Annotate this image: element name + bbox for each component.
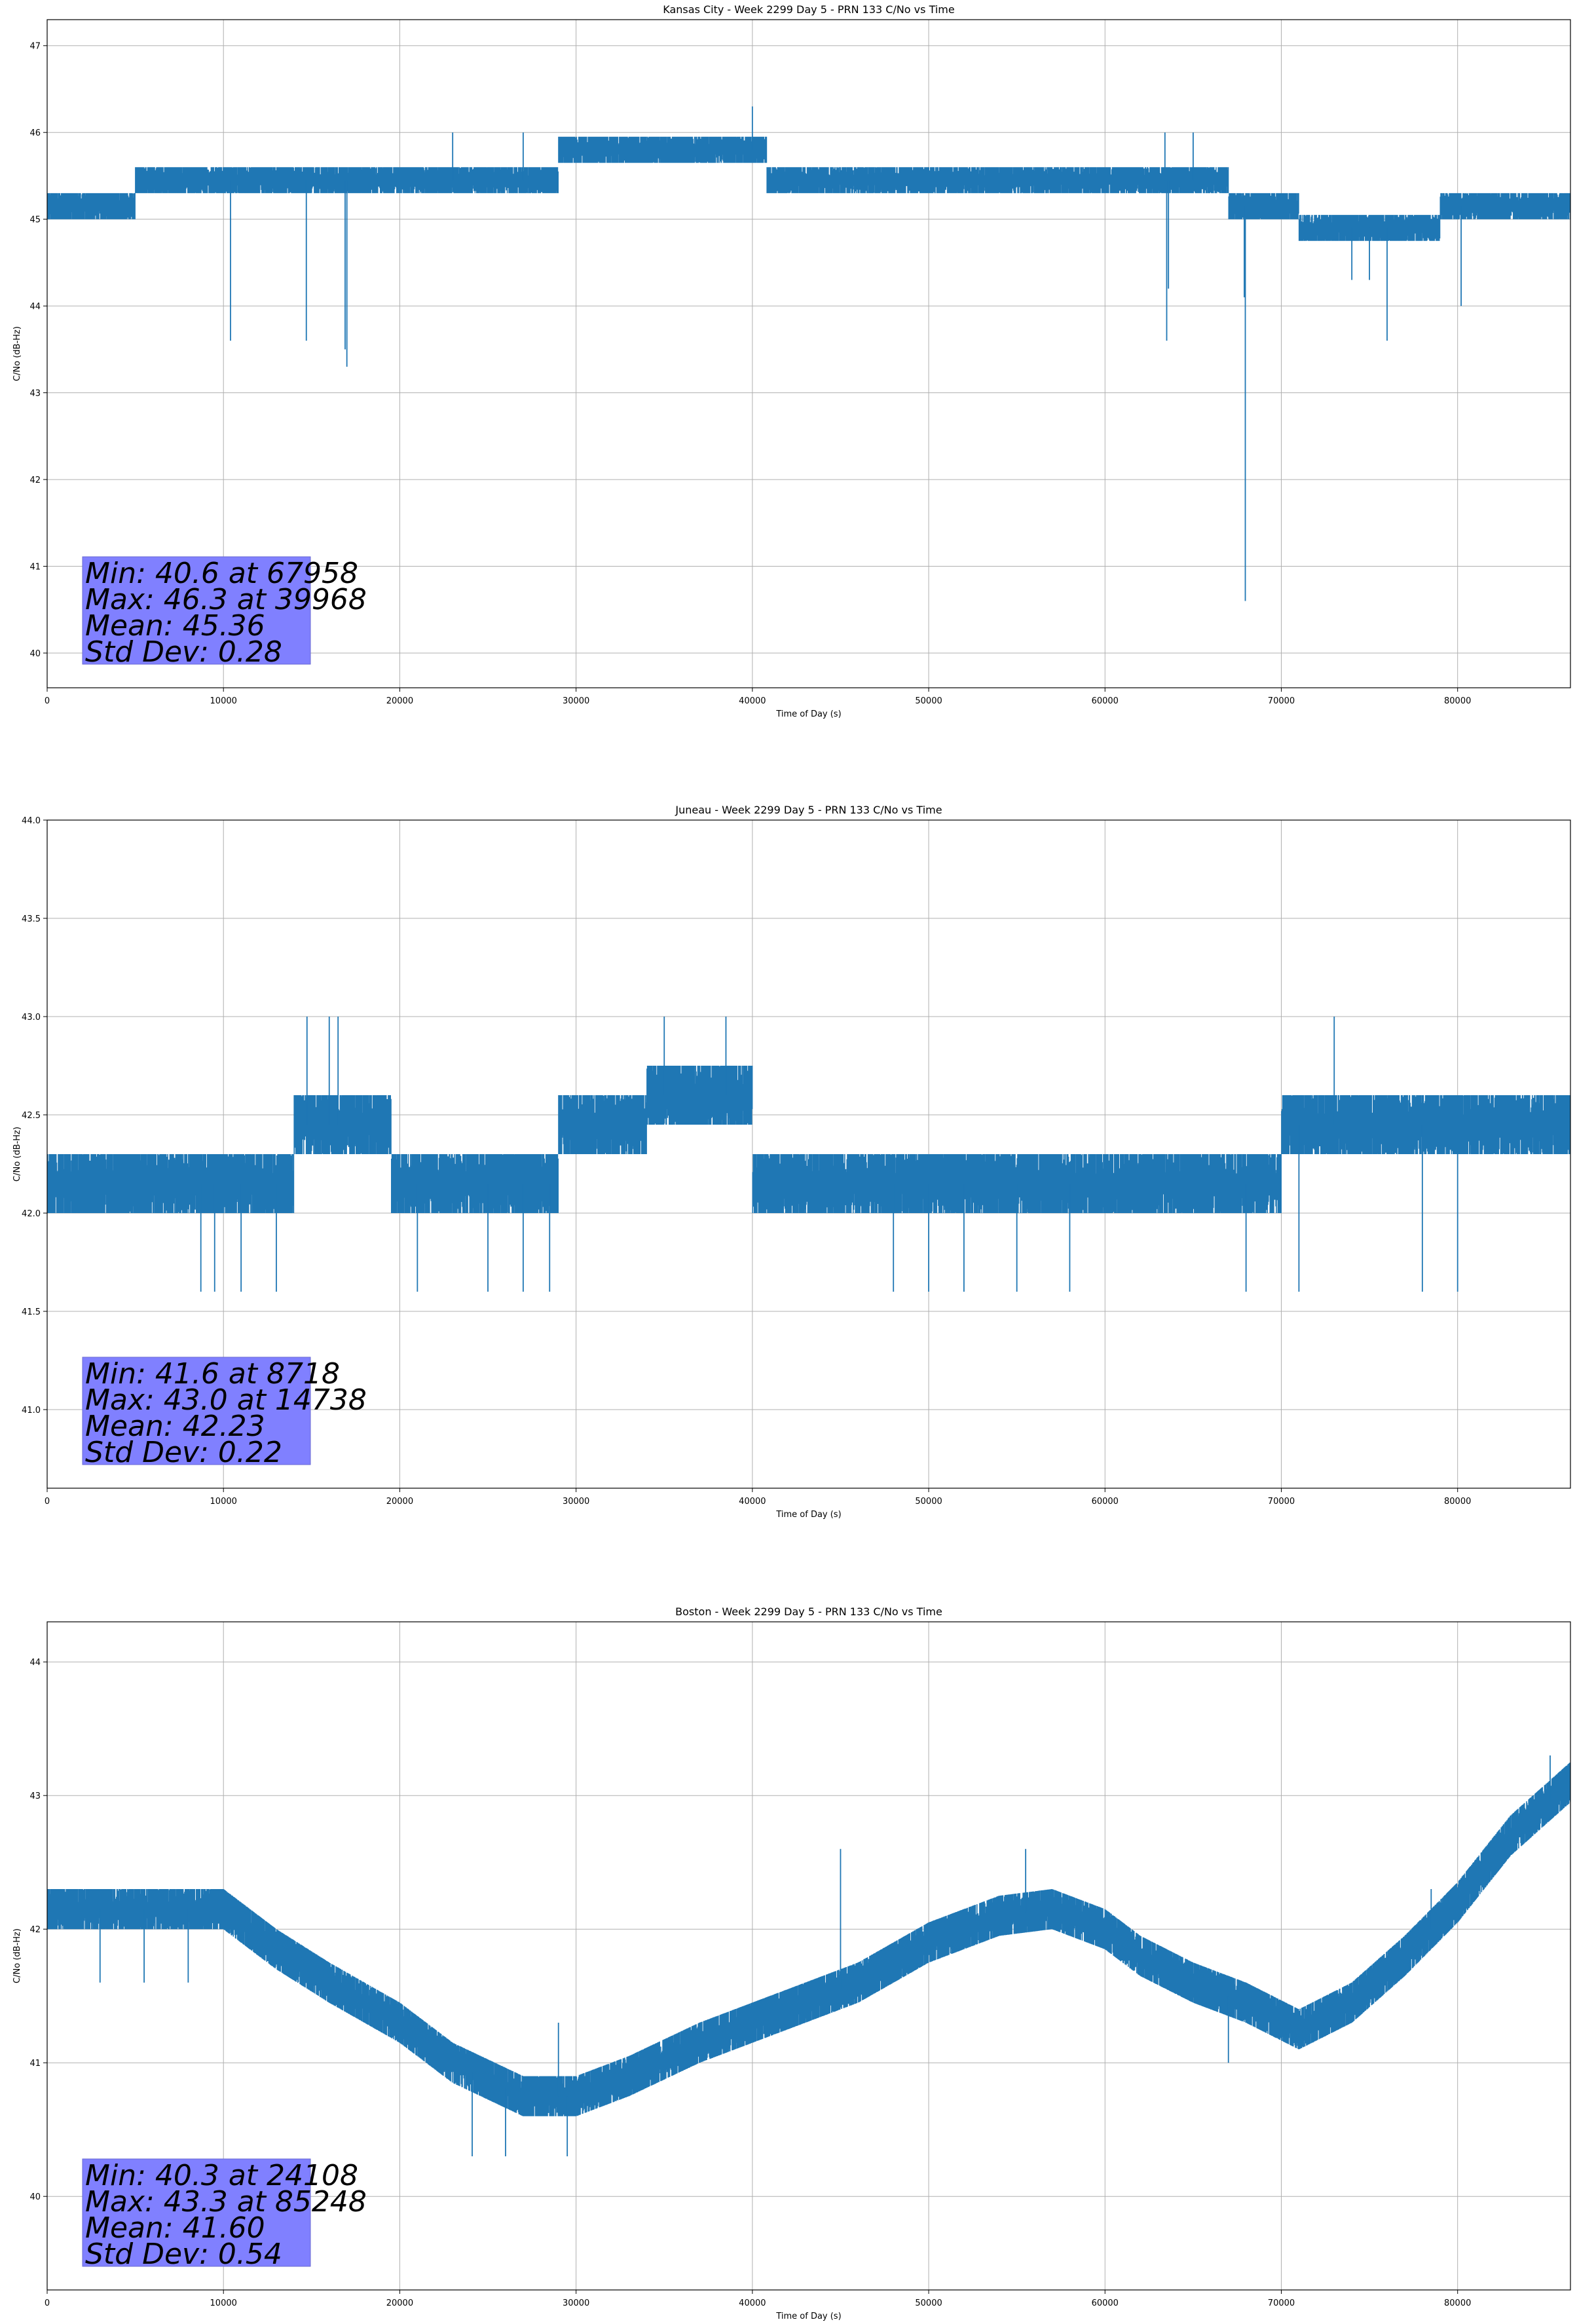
y-tick-label: 43 (29, 389, 41, 399)
x-tick-label: 50000 (915, 696, 942, 706)
x-tick-label: 50000 (915, 1497, 942, 1507)
stats-line: Max: 43.0 at 14738 (85, 1383, 367, 1417)
y-tick-label: 44.0 (22, 816, 41, 826)
y-tick-label: 42 (29, 1925, 41, 1935)
stats-box (82, 556, 311, 665)
x-tick-label: 70000 (1268, 696, 1295, 706)
chart-panel-0: 0 10000 20000 30000 40000 50000 60000 70000 8000… (12, 3, 1571, 719)
data-series (47, 1017, 1570, 1292)
stats-line: Min: 41.6 at 8718 (85, 1357, 340, 1391)
stats-line: Mean: 42.23 (85, 1410, 265, 1443)
x-axis-label: Time of Day (s) (775, 2312, 841, 2321)
y-tick-label: 46 (29, 128, 41, 138)
y-axis-label: C/No (dB-Hz) (12, 326, 22, 381)
stats-line: Min: 40.3 at 24108 (85, 2159, 358, 2192)
x-tick-label: 60000 (1092, 696, 1119, 706)
y-tick-label: 43 (29, 1791, 41, 1801)
x-axis-label: Time of Day (s) (775, 1510, 841, 1520)
y-tick-label: 47 (29, 42, 41, 52)
stats-box (82, 1357, 311, 1465)
data-band (47, 136, 1570, 241)
x-tick-label: 0 (45, 1497, 50, 1507)
y-tick-label: 41.0 (22, 1406, 41, 1415)
y-axis-label: C/No (dB-Hz) (12, 1928, 22, 1983)
x-tick-label: 50000 (915, 2298, 942, 2308)
x-tick-label: 80000 (1444, 696, 1471, 706)
y-tick-label: 40 (29, 649, 41, 659)
y-tick-label: 43.5 (22, 914, 41, 924)
stats-line: Min: 40.6 at 67958 (85, 557, 358, 590)
x-tick-label: 70000 (1268, 1497, 1295, 1507)
x-tick-label: 30000 (563, 2298, 589, 2308)
x-tick-label: 10000 (210, 1497, 237, 1507)
y-tick-label: 43.0 (22, 1013, 41, 1022)
stats-line: Max: 43.3 at 85248 (85, 2185, 367, 2219)
x-tick-label: 40000 (739, 2298, 766, 2308)
y-tick-label: 42 (29, 476, 41, 485)
y-tick-label: 42.5 (22, 1111, 41, 1121)
stats-box (82, 2158, 311, 2267)
x-tick-label: 20000 (386, 2298, 413, 2308)
y-tick-label: 44 (29, 302, 41, 312)
x-tick-label: 40000 (739, 696, 766, 706)
x-axis-label: Time of Day (s) (775, 709, 841, 719)
data-series (47, 1755, 1570, 2156)
plot-frame (46, 1621, 1571, 2291)
x-tick-label: 30000 (563, 696, 589, 706)
chart-title: Kansas City - Week 2299 Day 5 - PRN 133 … (663, 3, 954, 16)
stats-line: Mean: 45.36 (85, 609, 265, 643)
y-tick-label: 45 (29, 216, 41, 225)
x-tick-label: 80000 (1444, 1497, 1471, 1507)
y-tick-label: 41 (29, 563, 41, 572)
x-tick-label: 30000 (563, 1497, 589, 1507)
x-tick-label: 0 (45, 696, 50, 706)
x-tick-label: 20000 (386, 1497, 413, 1507)
stats-line: Std Dev: 0.28 (85, 635, 282, 669)
chart-panel-2: 0 10000 20000 30000 40000 50000 60000 70000 8000… (12, 1605, 1571, 2321)
y-tick-label: 41.5 (22, 1307, 41, 1317)
stats-line: Max: 46.3 at 39968 (85, 583, 367, 616)
data-series (47, 106, 1570, 601)
stats-line: Std Dev: 0.54 (85, 2238, 282, 2271)
plot-frame (46, 819, 1571, 1489)
x-tick-label: 60000 (1092, 1497, 1119, 1507)
data-band (47, 1762, 1570, 2116)
x-tick-label: 60000 (1092, 2298, 1119, 2308)
chart-title: Boston - Week 2299 Day 5 - PRN 133 C/No … (675, 1605, 942, 1618)
x-tick-label: 40000 (739, 1497, 766, 1507)
x-tick-label: 70000 (1268, 2298, 1295, 2308)
plot-frame (46, 19, 1571, 688)
x-tick-label: 10000 (210, 696, 237, 706)
x-tick-label: 80000 (1444, 2298, 1471, 2308)
chart-panel-1: 0 10000 20000 30000 40000 50000 60000 70000 8000… (12, 804, 1571, 1520)
y-tick-label: 42.0 (22, 1209, 41, 1219)
stats-line: Mean: 41.60 (85, 2211, 265, 2245)
stats-line: Std Dev: 0.22 (85, 1436, 282, 1469)
x-tick-label: 0 (45, 2298, 50, 2308)
chart-title: Juneau - Week 2299 Day 5 - PRN 133 C/No … (675, 804, 942, 816)
y-tick-label: 44 (29, 1658, 41, 1668)
x-tick-label: 10000 (210, 2298, 237, 2308)
data-band (47, 1066, 1570, 1213)
y-axis-label: C/No (dB-Hz) (12, 1127, 22, 1182)
x-tick-label: 20000 (386, 696, 413, 706)
y-tick-label: 41 (29, 2059, 41, 2069)
y-tick-label: 40 (29, 2192, 41, 2202)
